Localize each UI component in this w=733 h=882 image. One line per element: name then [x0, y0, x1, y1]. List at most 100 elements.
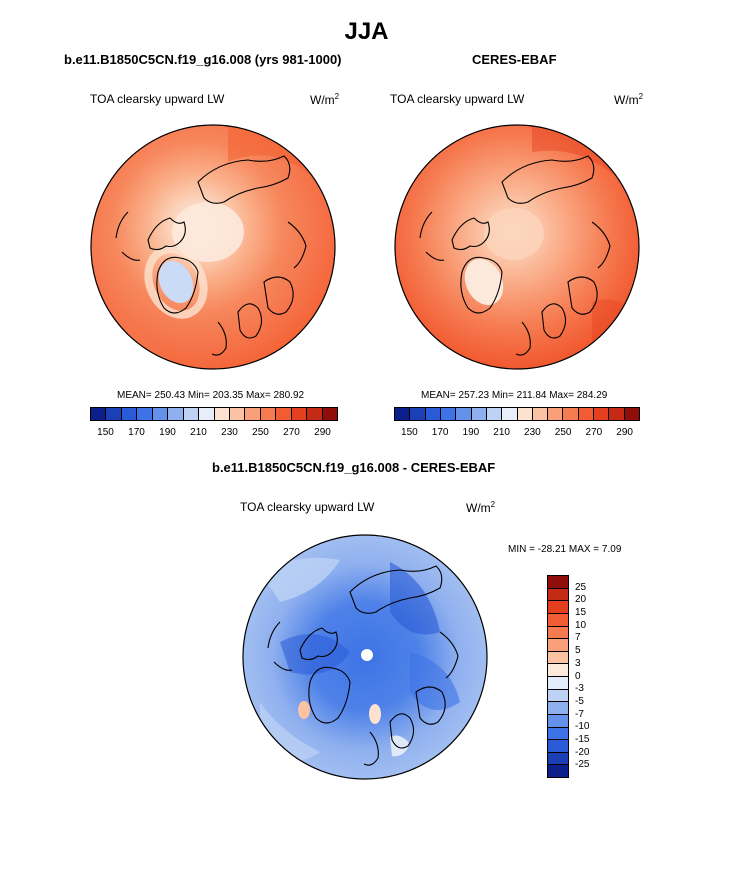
obs-colorbar-swatch: [485, 408, 502, 420]
obs-colorbar-swatch: [439, 408, 456, 420]
model-colorbar-tick-label: 270: [283, 427, 300, 438]
obs-colorbar-swatch: [547, 408, 563, 420]
model-colorbar-tick-label: 250: [252, 427, 269, 438]
diff-colorbar-tick-label: -10: [575, 721, 590, 733]
diff-colorbar-swatch: [548, 688, 568, 702]
diff-stats: MIN = -28.21 MAX = 7.09: [508, 544, 622, 555]
diff-colorbar-swatch: [548, 676, 568, 689]
model-colorbar-swatch: [306, 408, 322, 420]
diff-colorbar-swatch: [548, 576, 568, 588]
diff-colorbar-tick-label: -20: [575, 746, 590, 758]
diff-colorbar-swatch: [548, 739, 568, 752]
model-stats: MEAN= 250.43 Min= 203.35 Max= 280.92: [117, 390, 305, 401]
obs-colorbar-tick-label: 230: [524, 427, 541, 438]
obs-coastlines: [419, 155, 611, 356]
obs-colorbar-swatch: [562, 408, 578, 420]
model-colorbar-swatch: [275, 408, 291, 420]
obs-colorbar-tick-label: 270: [585, 427, 603, 438]
obs-colorbar-swatch: [516, 408, 532, 420]
diff-colorbar-swatch: [548, 713, 568, 727]
model-colorbar-swatch: [151, 408, 168, 420]
obs-variable-label: TOA clearsky upward LW: [390, 92, 525, 106]
diff-greenland-positive-patch: [298, 701, 310, 719]
obs-colorbar-swatch: [455, 408, 471, 420]
obs-colorbar-swatch: [424, 408, 440, 420]
diff-pole-missing-data: [361, 649, 373, 661]
model-colorbar-tick-label: 170: [128, 427, 145, 438]
obs-colorbar-tick-label: 250: [554, 427, 572, 438]
obs-polar-map: [394, 124, 640, 370]
diff-colorbar-tick-label: 5: [575, 645, 581, 657]
model-colorbar-tick-label: 150: [97, 427, 114, 438]
model-colorbar-swatch: [105, 408, 121, 420]
model-polar-map: [90, 124, 336, 370]
model-colorbar-swatch: [120, 408, 137, 420]
obs-colorbar-tick-label: 150: [401, 427, 418, 438]
model-arctic-warm-patch: [172, 202, 244, 262]
model-colorbar-swatch: [182, 408, 199, 420]
model-colorbar-tick-label: 210: [190, 427, 207, 438]
obs-colorbar-swatch: [593, 408, 609, 420]
obs-colorbar-tick-label: 210: [493, 427, 510, 438]
model-units: W/m2: [310, 92, 340, 107]
diff-colorbar-tick-label: -15: [575, 733, 590, 745]
diff-colorbar-tick-label: -7: [575, 708, 584, 720]
diff-colorbar: [547, 575, 569, 778]
model-colorbar: [90, 407, 338, 421]
diff-colorbar-swatch: [548, 638, 568, 651]
obs-colorbar-tick-label: 290: [616, 427, 633, 438]
figure-title: JJA: [344, 18, 389, 45]
diff-colorbar-tick-label: 7: [575, 632, 581, 644]
obs-colorbar-swatch: [409, 408, 425, 420]
model-colorbar-swatch: [213, 408, 229, 420]
diff-colorbar-swatch: [548, 587, 568, 601]
diff-colorbar-tick-label: -5: [575, 695, 584, 707]
model-panel-title: b.e11.B1850C5CN.f19_g16.008 (yrs 981-100…: [64, 52, 342, 67]
diff-colorbar-swatch: [548, 701, 568, 714]
diff-colorbar-swatch: [548, 764, 568, 777]
diff-colorbar-swatch: [548, 663, 568, 676]
model-colorbar-swatch: [91, 408, 106, 420]
model-greenland-cold-patch: [158, 260, 194, 304]
model-colorbar-swatch: [321, 408, 337, 420]
diff-colorbar-tick-label: 25: [575, 581, 587, 593]
obs-colorbar-swatch: [501, 408, 517, 420]
model-colorbar-swatch: [136, 408, 152, 420]
obs-colorbar-tick-label: 190: [462, 427, 480, 438]
diff-colorbar-tick-label: 10: [575, 619, 587, 631]
obs-colorbar-swatch: [608, 408, 624, 420]
obs-colorbar-swatch: [531, 408, 548, 420]
diff-colorbar-swatch: [548, 751, 568, 765]
diff-colorbar-tick-label: 0: [575, 670, 581, 682]
diff-siberia-positive-patch: [369, 704, 381, 724]
obs-units: W/m2: [614, 92, 644, 107]
obs-panel-title: CERES-EBAF: [472, 52, 557, 67]
model-variable-label: TOA clearsky upward LW: [90, 92, 225, 106]
model-colorbar-swatch: [259, 408, 276, 420]
obs-colorbar-tick-label: 170: [431, 427, 449, 438]
diff-colorbar-tick-label: -3: [575, 683, 584, 695]
obs-colorbar-swatch: [470, 408, 486, 420]
obs-colorbar-swatch: [395, 408, 410, 420]
model-coastlines: [115, 155, 307, 356]
diff-colorbar-swatch: [548, 625, 568, 639]
diff-colorbar-tick-label: -25: [575, 759, 590, 771]
diff-colorbar-swatch: [548, 726, 568, 740]
model-colorbar-swatch: [228, 408, 245, 420]
diff-coastlines: [267, 565, 459, 766]
model-colorbar-swatch: [167, 408, 183, 420]
model-colorbar-tick-label: 190: [159, 427, 176, 438]
diff-colorbar-tick-label: 20: [575, 594, 587, 606]
diff-colorbar-tick-label: 15: [575, 607, 587, 619]
obs-colorbar-swatch: [623, 408, 639, 420]
diff-variable-label: TOA clearsky upward LW: [240, 500, 375, 514]
obs-colorbar: [394, 407, 640, 421]
diff-colorbar-tick-label: 3: [575, 657, 581, 669]
diff-polar-map: [242, 534, 488, 780]
obs-stats: MEAN= 257.23 Min= 211.84 Max= 284.29: [421, 390, 608, 401]
diff-colorbar-swatch: [548, 650, 568, 664]
diff-colorbar-swatch: [548, 600, 568, 613]
model-colorbar-swatch: [198, 408, 214, 420]
model-colorbar-swatch: [290, 408, 307, 420]
model-colorbar-tick-label: 230: [221, 427, 238, 438]
